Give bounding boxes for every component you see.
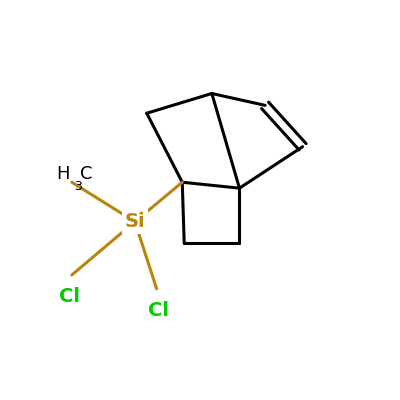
Text: 3: 3 (74, 180, 82, 193)
Text: H: H (56, 165, 70, 183)
Text: Cl: Cl (59, 287, 80, 306)
Text: Si: Si (125, 212, 145, 231)
Text: Cl: Cl (148, 300, 169, 320)
Text: C: C (80, 165, 92, 183)
